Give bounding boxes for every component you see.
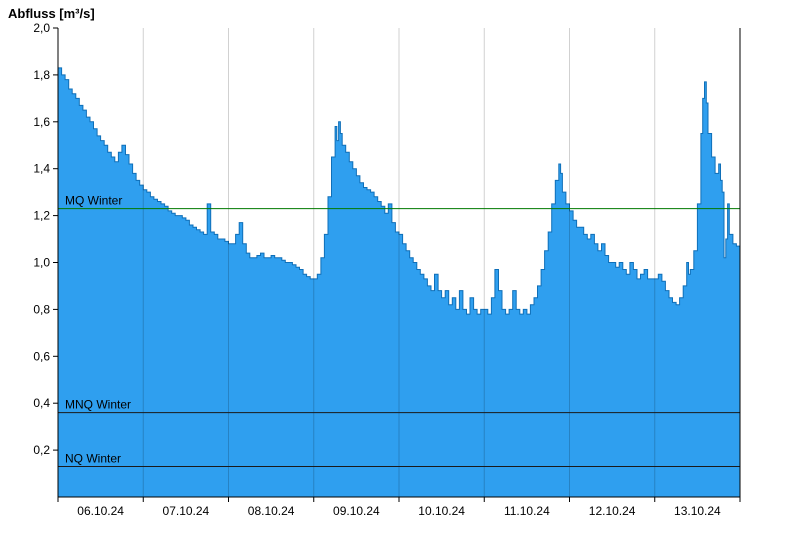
- discharge-area: [58, 67, 740, 498]
- x-axis-label: 06.10.24: [77, 504, 124, 518]
- y-axis-label: 1,8: [33, 68, 50, 82]
- x-axis-label: 07.10.24: [163, 504, 210, 518]
- x-axis-label: 13.10.24: [674, 504, 721, 518]
- y-axis-label: 1,2: [33, 209, 50, 223]
- y-axis-label: 0,2: [33, 443, 50, 457]
- y-axis-label: 0,4: [33, 396, 50, 410]
- x-axis-label: 10.10.24: [418, 504, 465, 518]
- x-axis-label: 09.10.24: [333, 504, 380, 518]
- y-axis-label: 1,4: [33, 162, 50, 176]
- y-axis-label: 2,0: [33, 21, 50, 35]
- y-axis-label: 0,8: [33, 302, 50, 316]
- chart-title: Abfluss [m³/s]: [8, 6, 95, 21]
- y-axis-label: 0,6: [33, 349, 50, 363]
- mq-winter-label: MQ Winter: [65, 194, 122, 208]
- nq-winter-label: NQ Winter: [65, 452, 121, 466]
- y-axis-label: 1,6: [33, 115, 50, 129]
- mnq-winter-label: MNQ Winter: [65, 398, 131, 412]
- x-axis-label: 08.10.24: [248, 504, 295, 518]
- x-axis-label: 11.10.24: [504, 504, 550, 518]
- x-axis-label: 12.10.24: [589, 504, 636, 518]
- y-axis-label: 1,0: [33, 256, 50, 270]
- discharge-area-outline: [58, 67, 741, 315]
